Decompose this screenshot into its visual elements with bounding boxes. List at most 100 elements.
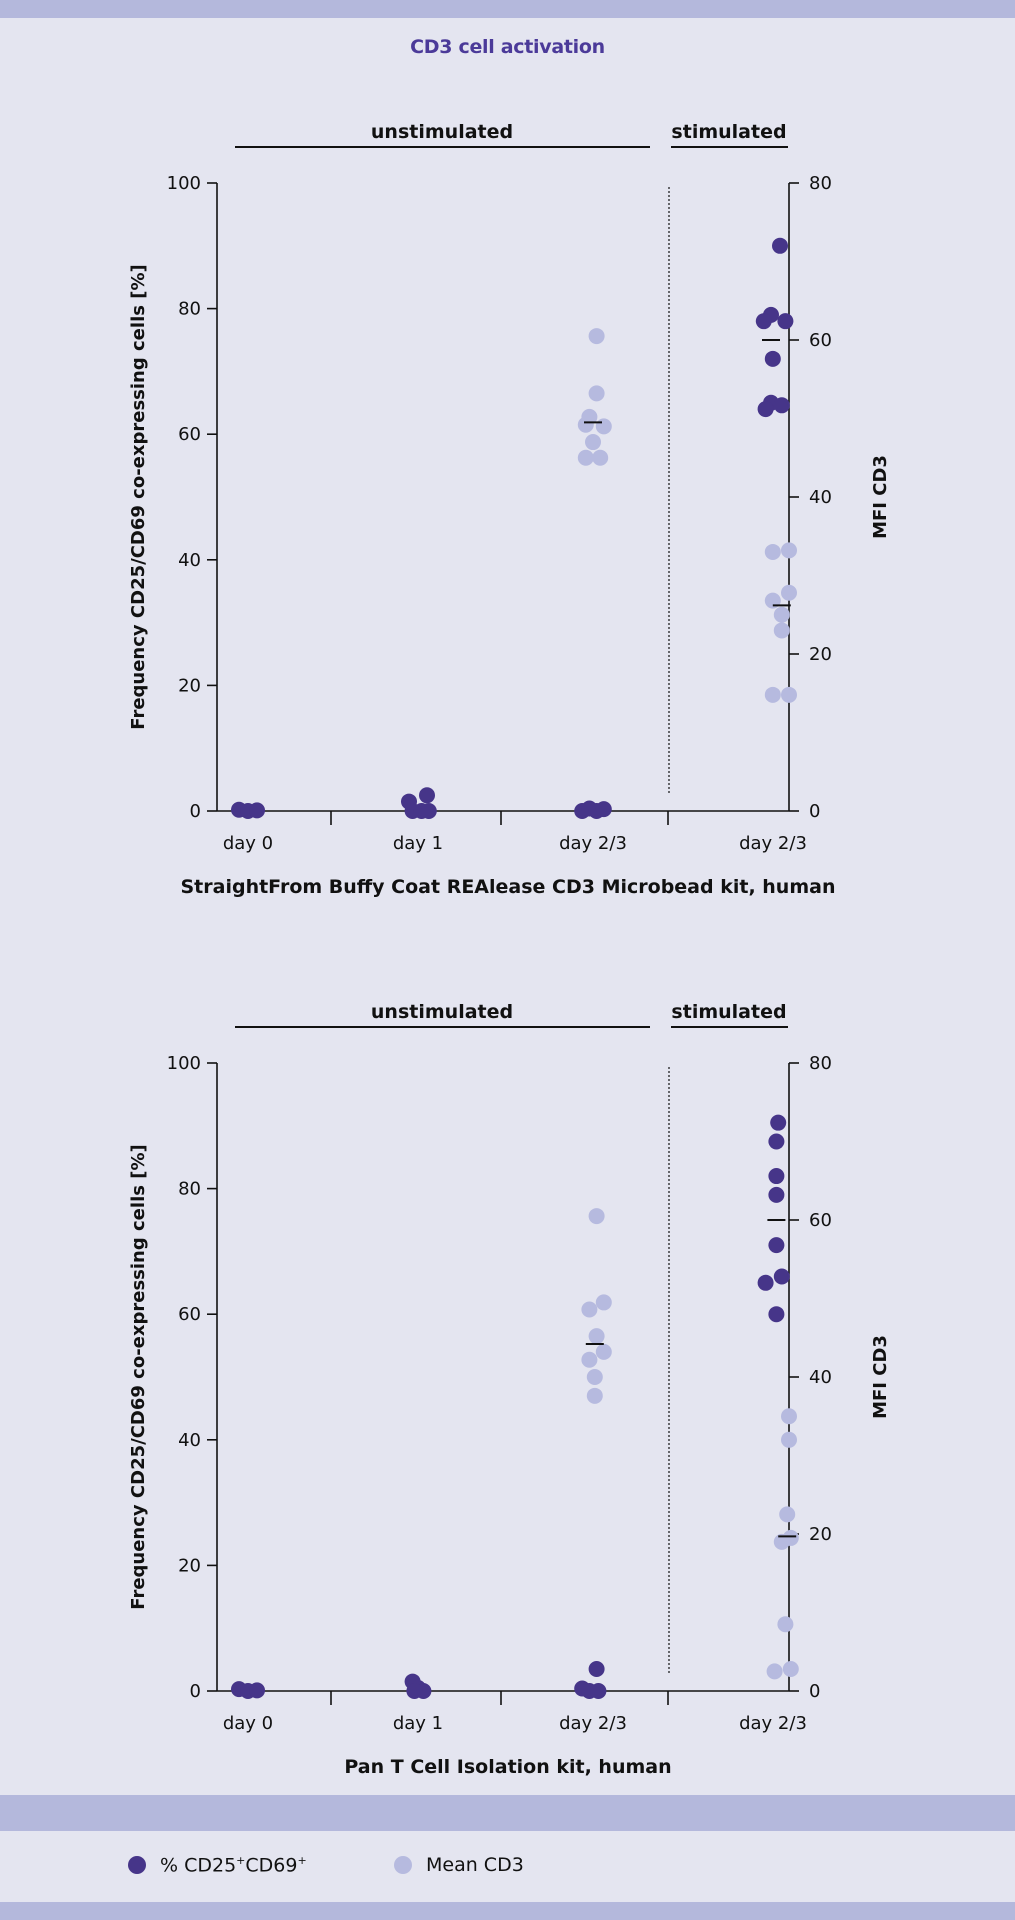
data-point-mean-cd3 — [773, 1533, 790, 1550]
y-tick-label-left: 80 — [178, 1179, 201, 1200]
data-point-mean-cd3 — [773, 622, 790, 639]
page-title: CD3 cell activation — [410, 36, 605, 58]
data-point-mean-cd3 — [577, 416, 594, 433]
data-point-mean-cd3 — [782, 1661, 799, 1678]
top-band — [0, 0, 1015, 18]
data-point-cd25-cd69 — [773, 397, 790, 414]
data-point-mean-cd3 — [764, 686, 781, 703]
data-point-cd25-cd69 — [773, 1268, 790, 1285]
y-tick-label-right: 60 — [809, 1210, 832, 1231]
y-axis-title-left: Frequency CD25/CD69 co-expressing cells … — [128, 1144, 149, 1609]
data-point-cd25-cd69 — [768, 1168, 785, 1185]
data-point-mean-cd3 — [581, 1351, 598, 1368]
data-point-cd25-cd69 — [588, 1661, 605, 1678]
x-tick-label: day 2/3 — [559, 833, 627, 854]
data-point-mean-cd3 — [581, 1301, 598, 1318]
data-point-mean-cd3 — [588, 1328, 605, 1345]
data-point-cd25-cd69 — [768, 1186, 785, 1203]
data-point-mean-cd3 — [779, 1506, 796, 1523]
data-point-cd25-cd69 — [764, 350, 781, 367]
y-tick-label-left: 60 — [178, 424, 201, 445]
x-axis-title: StraightFrom Buffy Coat REAlease CD3 Mic… — [181, 876, 836, 898]
data-point-mean-cd3 — [595, 1294, 612, 1311]
legend-label-mean-cd3: Mean CD3 — [426, 1854, 524, 1876]
data-point-mean-cd3 — [577, 449, 594, 466]
x-tick-label: day 1 — [393, 1713, 443, 1734]
y-tick-label-left: 20 — [178, 1555, 201, 1576]
data-point-mean-cd3 — [773, 606, 790, 623]
data-point-mean-cd3 — [764, 543, 781, 560]
y-tick-label-right: 0 — [809, 801, 820, 822]
data-point-mean-cd3 — [588, 385, 605, 402]
y-tick-label-left: 40 — [178, 550, 201, 571]
data-point-mean-cd3 — [586, 1369, 603, 1385]
y-tick-label-left: 100 — [167, 1053, 201, 1074]
y-axis-title-right: MFI CD3 — [870, 455, 891, 539]
mid-band — [0, 1795, 1015, 1831]
data-point-cd25-cd69 — [768, 1133, 785, 1150]
y-tick-label-left: 20 — [178, 675, 201, 696]
y-tick-label-left: 100 — [167, 173, 201, 194]
y-tick-label-right: 20 — [809, 1524, 832, 1545]
data-point-mean-cd3 — [766, 1663, 783, 1680]
data-point-cd25-cd69 — [768, 1306, 785, 1323]
y-tick-label-right: 40 — [809, 1367, 832, 1388]
y-tick-label-left: 60 — [178, 1304, 201, 1325]
data-point-cd25-cd69 — [757, 1274, 774, 1291]
group-label-stimulated: stimulated — [671, 1001, 786, 1023]
x-tick-label: day 1 — [393, 833, 443, 854]
data-point-mean-cd3 — [588, 328, 605, 345]
y-tick-label-right: 40 — [809, 487, 832, 508]
group-label-unstimulated: unstimulated — [371, 121, 513, 143]
legend-item-mean-cd3: Mean CD3 — [394, 1854, 524, 1876]
x-tick-label: day 2/3 — [559, 1713, 627, 1734]
data-point-cd25-cd69 — [590, 1683, 607, 1699]
y-tick-label-right: 80 — [809, 1053, 832, 1074]
data-point-cd25-cd69 — [595, 801, 612, 818]
data-point-cd25-cd69 — [770, 1114, 787, 1131]
y-tick-label-right: 60 — [809, 330, 832, 351]
legend-item-cd25-cd69: % CD25+CD69+ — [128, 1854, 307, 1876]
data-point-cd25-cd69 — [768, 1237, 785, 1254]
y-axis-title-right: MFI CD3 — [870, 1335, 891, 1419]
data-point-mean-cd3 — [777, 1616, 794, 1633]
data-point-cd25-cd69 — [772, 237, 788, 254]
data-point-cd25-cd69 — [406, 1683, 423, 1699]
data-point-mean-cd3 — [586, 1387, 603, 1404]
data-point-mean-cd3 — [588, 1208, 605, 1225]
x-tick-label: day 0 — [223, 833, 273, 854]
data-point-cd25-cd69 — [249, 802, 265, 819]
data-point-cd25-cd69 — [249, 1682, 265, 1699]
legend: % CD25+CD69+ Mean CD3 — [0, 1854, 1015, 1890]
legend-dot-light — [394, 1856, 412, 1874]
data-point-mean-cd3 — [781, 686, 797, 703]
y-axis-title-left: Frequency CD25/CD69 co-expressing cells … — [128, 264, 149, 729]
data-point-mean-cd3 — [592, 449, 609, 466]
y-tick-label-left: 80 — [178, 299, 201, 320]
bottom-band — [0, 1902, 1015, 1920]
data-point-mean-cd3 — [781, 542, 797, 559]
data-point-cd25-cd69 — [757, 401, 774, 418]
data-point-mean-cd3 — [781, 584, 797, 601]
x-tick-label: day 0 — [223, 1713, 273, 1734]
y-tick-label-left: 40 — [178, 1430, 201, 1451]
y-tick-label-right: 20 — [809, 644, 832, 665]
data-point-mean-cd3 — [585, 434, 601, 451]
group-label-unstimulated: unstimulated — [371, 1001, 513, 1023]
data-point-cd25-cd69 — [419, 787, 435, 804]
y-tick-label-right: 80 — [809, 173, 832, 194]
chart-bottom: unstimulated stimulated 0 20 40 60 80 100 0 20 40 6… — [128, 1001, 891, 1778]
y-tick-label-left: 0 — [190, 1681, 201, 1702]
data-point-mean-cd3 — [595, 418, 612, 435]
chart-top: unstimulated stimulated 0 20 40 60 80 100 0 20 40 6… — [128, 121, 891, 898]
data-point-cd25-cd69 — [755, 313, 772, 330]
y-tick-label-left: 0 — [190, 801, 201, 822]
data-point-cd25-cd69 — [420, 803, 437, 819]
data-point-mean-cd3 — [781, 1431, 797, 1448]
y-tick-label-right: 0 — [809, 1681, 820, 1702]
data-point-mean-cd3 — [781, 1408, 797, 1425]
legend-dot-dark — [128, 1856, 146, 1875]
legend-label-cd25-cd69: % CD25+CD69+ — [160, 1854, 307, 1877]
data-point-cd25-cd69 — [777, 313, 794, 330]
x-tick-label: day 2/3 — [739, 833, 807, 854]
